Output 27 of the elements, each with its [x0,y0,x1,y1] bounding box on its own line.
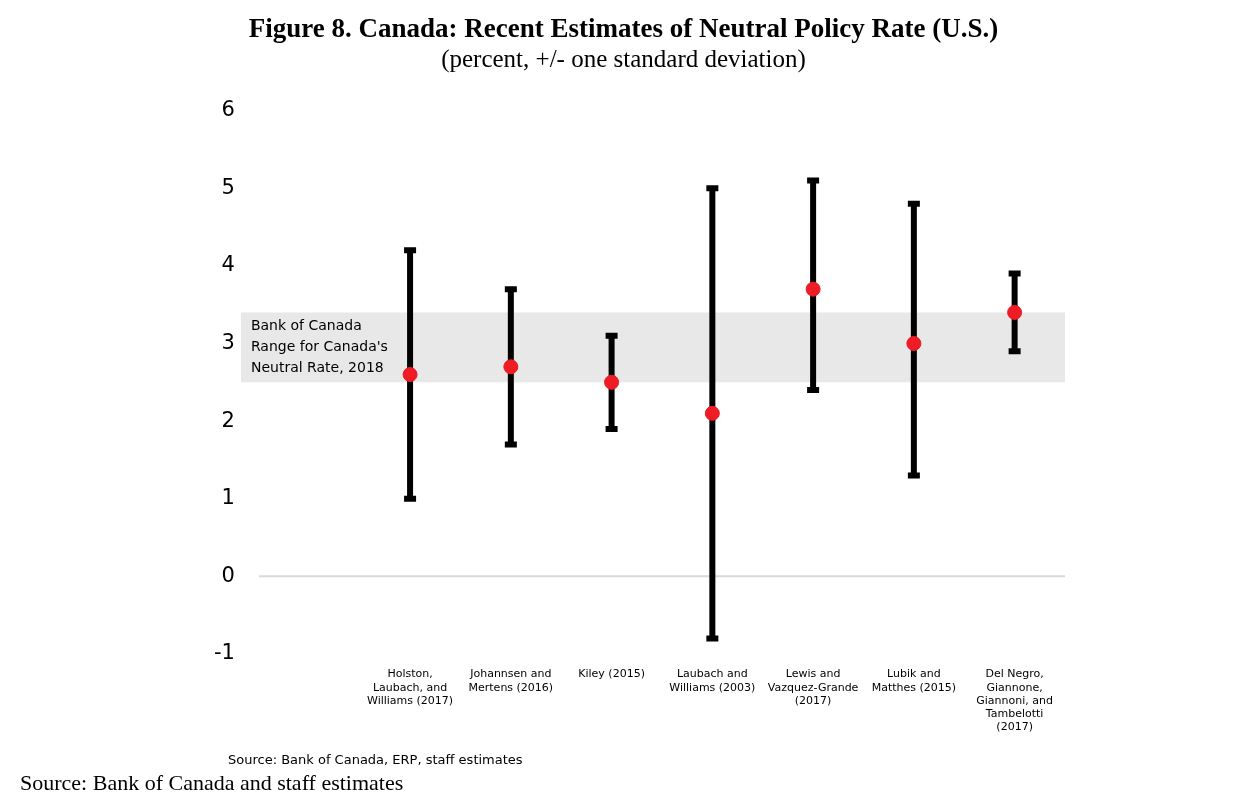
y-tick-label: 0 [221,562,235,587]
source-note: Source: Bank of Canada and staff estimates [20,770,404,796]
point [1007,304,1023,320]
x-tick-label: Johannsen and Mertens (2016) [468,667,554,694]
y-tick-label: -1 [213,640,235,665]
y-tick-label: 2 [221,407,235,432]
point [805,281,821,297]
x-tick-label: Del Negro, Giannone, Giannoni, and Tambelotti (2017) [976,667,1053,734]
point [604,374,620,390]
x-tick-label: Holston, Laubach, and Williams (2017) [367,667,454,707]
y-tick-label: 5 [221,174,235,199]
x-tick-label: Lewis and Vazquez-Grande (2017) [767,667,859,707]
y-tick-label: 3 [221,329,235,354]
point [704,405,720,421]
source-note: Source: Bank of Canada, ERP, staff estimates [228,752,523,767]
point [503,359,519,375]
band-label: Bank of Canada Range for Canada's Neutral Rate, 2018 [250,317,388,376]
y-tick-label: 6 [221,97,235,122]
point [402,367,418,383]
point [906,335,922,351]
chart-subtitle: (percent, +/- one standard deviation) [440,44,807,74]
chart-title: Figure 8. Canada: Recent Estimates of Neutral Policy Rate (U.S.) [247,12,1000,44]
y-tick-label: 4 [221,252,235,277]
y-tick-label: 1 [221,485,235,510]
x-tick-label: Kiley (2015) [578,667,645,681]
x-tick-label: Laubach and Williams (2003) [669,667,756,694]
x-tick-label: Lubik and Matthes (2015) [871,667,957,694]
